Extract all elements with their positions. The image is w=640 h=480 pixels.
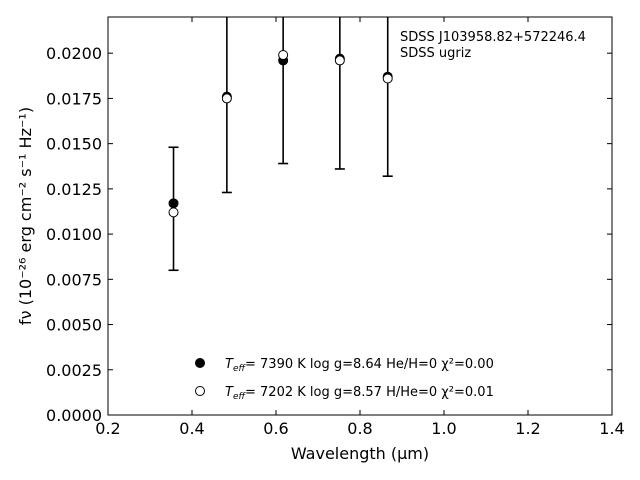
annotation-line-2: SDSS ugriz xyxy=(400,46,471,61)
y-tick-label: 0.0050 xyxy=(46,316,102,335)
x-axis-label: Wavelength (μm) xyxy=(291,444,429,463)
y-tick-label: 0.0100 xyxy=(46,225,102,244)
y-tick-label: 0.0200 xyxy=(46,44,102,63)
plot-frame xyxy=(107,16,613,416)
y-tick-label: 0.0000 xyxy=(46,406,102,425)
y-tick-label: 0.0125 xyxy=(46,180,102,199)
y-axis-ticks: 0.0000 0.0025 0.0050 0.0075 0.0100 0.0125 0.01… xyxy=(46,44,612,425)
y-tick-label: 0.0075 xyxy=(46,270,102,289)
data-point-filled xyxy=(168,198,179,209)
y-axis-label: fν (10⁻²⁶ erg cm⁻² s⁻¹ Hz⁻¹) xyxy=(16,107,35,325)
data-point-open xyxy=(168,207,179,218)
x-tick-label: 1.2 xyxy=(515,419,540,438)
x-tick-label: 1.4 xyxy=(599,419,624,438)
legend-entry-2: Teff= 7202 K log g=8.57 H/He=0 χ²=0.01 xyxy=(225,385,494,402)
data-points xyxy=(168,49,393,218)
legend-marker-open xyxy=(195,386,205,396)
x-tick-label: 0.6 xyxy=(263,419,288,438)
y-tick-label: 0.0025 xyxy=(46,361,102,380)
data-point-open xyxy=(278,49,289,60)
legend-marker-filled xyxy=(195,358,205,368)
data-point-open xyxy=(334,55,345,66)
legend: Teff= 7390 K log g=8.64 He/H=0 χ²=0.00 T… xyxy=(195,357,494,402)
annotation-line-1: SDSS J103958.82+572246.4 xyxy=(400,30,586,45)
x-tick-label: 1.0 xyxy=(431,419,456,438)
x-tick-label: 0.2 xyxy=(95,419,120,438)
data-point-open xyxy=(221,93,232,104)
x-tick-label: 0.8 xyxy=(347,419,372,438)
y-tick-label: 0.0150 xyxy=(46,135,102,154)
x-tick-label: 0.4 xyxy=(179,419,204,438)
y-tick-label: 0.0175 xyxy=(46,89,102,108)
data-point-open xyxy=(382,73,393,84)
legend-entry-1: Teff= 7390 K log g=8.64 He/H=0 χ²=0.00 xyxy=(225,357,494,374)
x-axis-ticks: 0.2 0.4 0.6 0.8 1.0 1.2 1.4 xyxy=(95,17,625,438)
